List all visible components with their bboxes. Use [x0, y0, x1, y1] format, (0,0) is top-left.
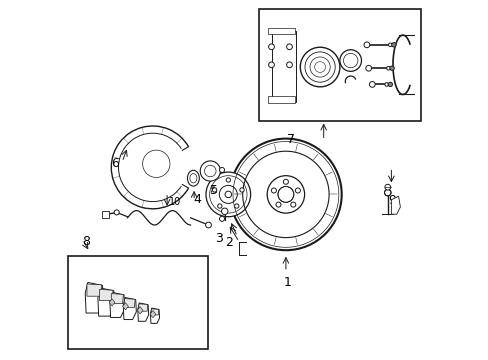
Circle shape: [271, 188, 276, 193]
Bar: [258, 9, 420, 121]
Circle shape: [300, 47, 339, 87]
Circle shape: [368, 81, 374, 87]
Polygon shape: [109, 299, 115, 306]
Circle shape: [363, 42, 369, 48]
Bar: [267, 28, 294, 34]
Ellipse shape: [187, 170, 199, 186]
Circle shape: [295, 188, 300, 193]
Ellipse shape: [189, 174, 197, 183]
Text: 2: 2: [225, 236, 233, 249]
Circle shape: [365, 66, 371, 71]
Polygon shape: [87, 284, 102, 296]
Circle shape: [221, 208, 227, 215]
Bar: [68, 256, 208, 349]
Circle shape: [205, 172, 250, 217]
Circle shape: [286, 44, 292, 50]
Polygon shape: [123, 297, 136, 320]
Circle shape: [219, 167, 224, 172]
Polygon shape: [110, 292, 124, 318]
Circle shape: [268, 62, 274, 68]
Text: 10: 10: [168, 197, 181, 207]
Polygon shape: [390, 196, 400, 214]
Text: 3: 3: [215, 232, 223, 245]
Text: 4: 4: [193, 193, 201, 206]
Circle shape: [224, 191, 231, 198]
Polygon shape: [111, 294, 123, 304]
Circle shape: [286, 62, 292, 68]
Circle shape: [387, 43, 391, 47]
Text: 9: 9: [387, 194, 395, 207]
Bar: [267, 96, 294, 103]
Polygon shape: [99, 289, 113, 301]
Circle shape: [268, 44, 274, 50]
Polygon shape: [150, 308, 159, 323]
Circle shape: [266, 176, 304, 213]
Polygon shape: [98, 288, 114, 316]
Circle shape: [230, 139, 341, 250]
Circle shape: [387, 82, 392, 87]
Text: 8: 8: [82, 235, 90, 248]
Circle shape: [386, 66, 389, 70]
Circle shape: [217, 204, 222, 208]
Text: 7: 7: [287, 133, 295, 146]
Circle shape: [219, 216, 224, 221]
Circle shape: [283, 179, 288, 184]
Circle shape: [384, 184, 390, 190]
Polygon shape: [85, 282, 103, 313]
Circle shape: [114, 210, 119, 215]
FancyBboxPatch shape: [272, 31, 295, 102]
Circle shape: [205, 222, 211, 228]
Polygon shape: [139, 304, 147, 311]
Polygon shape: [150, 311, 156, 318]
Circle shape: [275, 202, 281, 207]
Circle shape: [384, 83, 387, 86]
Polygon shape: [138, 303, 148, 321]
Text: 6: 6: [111, 157, 119, 170]
Circle shape: [225, 178, 230, 182]
Circle shape: [277, 186, 293, 202]
Polygon shape: [151, 309, 158, 315]
Circle shape: [384, 189, 390, 196]
Polygon shape: [122, 303, 128, 310]
Polygon shape: [124, 298, 135, 307]
Circle shape: [234, 204, 239, 208]
Circle shape: [391, 43, 395, 47]
Text: 1: 1: [283, 276, 291, 289]
Polygon shape: [137, 307, 142, 314]
Circle shape: [212, 188, 216, 192]
Circle shape: [389, 66, 393, 71]
Text: 5: 5: [209, 184, 218, 197]
Circle shape: [239, 188, 244, 192]
Circle shape: [200, 161, 220, 181]
Bar: [102, 211, 109, 218]
Circle shape: [290, 202, 295, 207]
Circle shape: [339, 50, 361, 71]
